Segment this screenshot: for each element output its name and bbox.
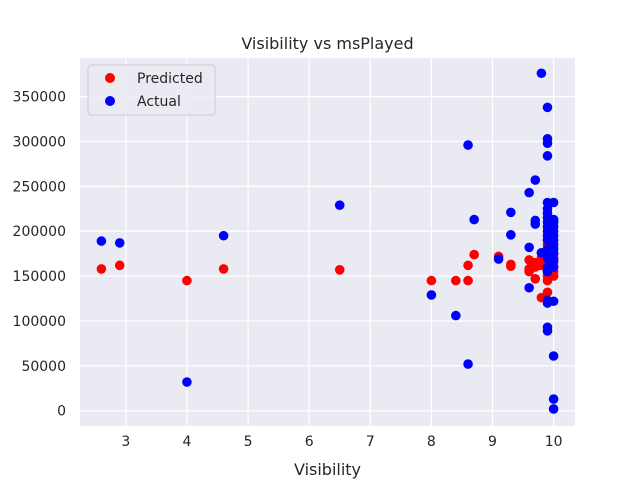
point-actual [426, 290, 437, 300]
point-actual [542, 151, 553, 161]
legend: Predicted Actual [87, 64, 216, 116]
point-predicted [530, 274, 541, 284]
point-actual [548, 296, 559, 307]
y-tick-label: 350000 [13, 90, 66, 106]
point-actual [530, 175, 541, 185]
x-tick-label: 3 [121, 434, 130, 450]
point-actual [536, 68, 547, 79]
point-actual [542, 322, 553, 333]
point-predicted [114, 260, 125, 271]
point-actual [506, 207, 516, 218]
y-tick-label: 300000 [13, 134, 66, 150]
x-tick-label: 6 [305, 434, 314, 450]
point-actual [182, 377, 192, 387]
point-actual [96, 236, 107, 246]
tick-labels: 3 4 5 6 7 8 9 10 0 50000 100000 150000 200000 250000 3… [13, 90, 563, 450]
point-predicted [469, 249, 479, 260]
point-actual [463, 140, 473, 150]
point-actual [114, 238, 125, 248]
point-actual [493, 254, 504, 264]
point-predicted [542, 287, 553, 298]
point-actual [218, 230, 229, 241]
y-tick-label: 0 [57, 404, 66, 420]
point-predicted [451, 275, 461, 286]
y-tick-label: 250000 [13, 179, 66, 195]
point-actual [524, 187, 534, 198]
point-actual [548, 351, 559, 361]
grid-lines [80, 58, 575, 426]
point-actual [463, 359, 473, 369]
x-tick-label: 8 [427, 434, 436, 450]
point-predicted [463, 260, 473, 271]
x-tick-label: 5 [244, 434, 253, 450]
point-actual [469, 214, 479, 225]
legend-label-actual: Actual [137, 94, 181, 110]
point-actual [548, 404, 559, 414]
point-actual [451, 310, 461, 321]
point-actual [548, 214, 559, 225]
point-actual [506, 230, 516, 240]
point-predicted [96, 264, 107, 274]
point-predicted [506, 259, 516, 270]
point-actual [524, 242, 534, 253]
y-tick-label: 50000 [21, 359, 66, 375]
data-points [96, 68, 559, 414]
y-tick-label: 200000 [13, 224, 66, 240]
point-predicted [334, 265, 345, 275]
x-tick-label: 10 [545, 434, 563, 450]
point-predicted [463, 275, 473, 286]
point-actual [334, 200, 345, 210]
x-axis-label: Visibility [294, 460, 361, 479]
point-actual [542, 102, 553, 113]
point-actual [524, 282, 534, 293]
point-actual [548, 394, 559, 404]
point-actual [530, 215, 541, 226]
legend-label-predicted: Predicted [137, 71, 203, 87]
point-predicted [426, 275, 437, 286]
point-actual [542, 133, 553, 144]
x-tick-label: 7 [366, 434, 375, 450]
legend-box [87, 64, 216, 116]
x-tick-label: 4 [182, 434, 191, 450]
y-tick-label: 100000 [13, 314, 66, 330]
y-tick-label: 150000 [13, 269, 66, 285]
point-actual [548, 197, 559, 208]
point-predicted [182, 275, 192, 286]
point-actual [548, 262, 559, 272]
legend-marker-predicted [105, 73, 115, 83]
point-predicted [218, 264, 229, 274]
chart-title: Visibility vs msPlayed [241, 34, 413, 53]
x-tick-label: 9 [488, 434, 497, 450]
legend-marker-actual [105, 96, 115, 106]
